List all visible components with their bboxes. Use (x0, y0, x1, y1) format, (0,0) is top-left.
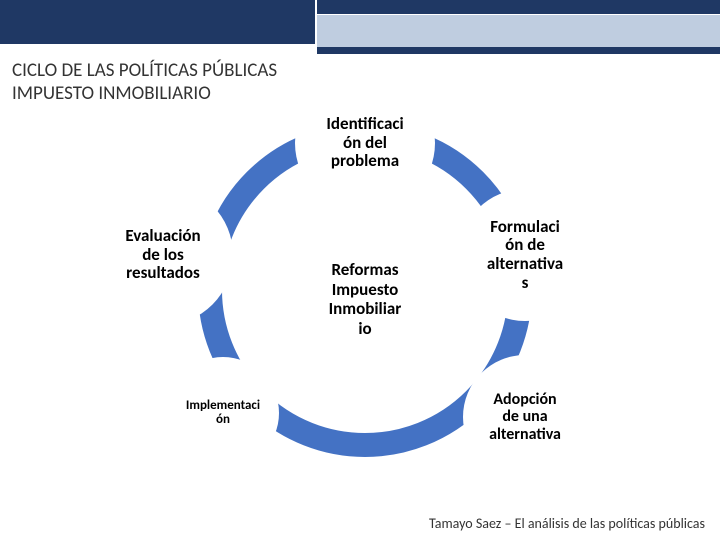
cycle-node-0: Identificación delproblema (295, 73, 435, 213)
cycle-node-label: Identificación delproblema (326, 115, 403, 171)
header-bar (0, 0, 720, 52)
cycle-diagram: ReformasImpuestoInmobiliario Identificac… (95, 95, 615, 495)
cycle-node-label: Evaluaciónde losresultados (125, 227, 200, 283)
cycle-node-2: Adopciónde unaalternativa (463, 355, 587, 479)
header-strip-top (317, 0, 720, 14)
header-strip-bottom (317, 47, 720, 54)
cycle-node-label: Adopciónde unaalternativa (489, 391, 561, 444)
title-line-1: CICLO DE LAS POLÍTICAS PÚBLICAS (12, 60, 277, 83)
cycle-node-4: Evaluaciónde losresultados (93, 185, 233, 325)
header-dark-block (0, 0, 315, 44)
cycle-node-1: Formulación dealternativas (459, 189, 591, 321)
header-light-block (317, 15, 720, 51)
citation-text: Tamayo Saez – El análisis de las polític… (429, 515, 705, 532)
cycle-node-label: Formulación dealternativas (487, 218, 563, 293)
cycle-center-label: ReformasImpuestoInmobiliario (305, 260, 425, 338)
cycle-node-label: Implementación (186, 399, 260, 428)
cycle-node-3: Implementación (167, 357, 279, 469)
